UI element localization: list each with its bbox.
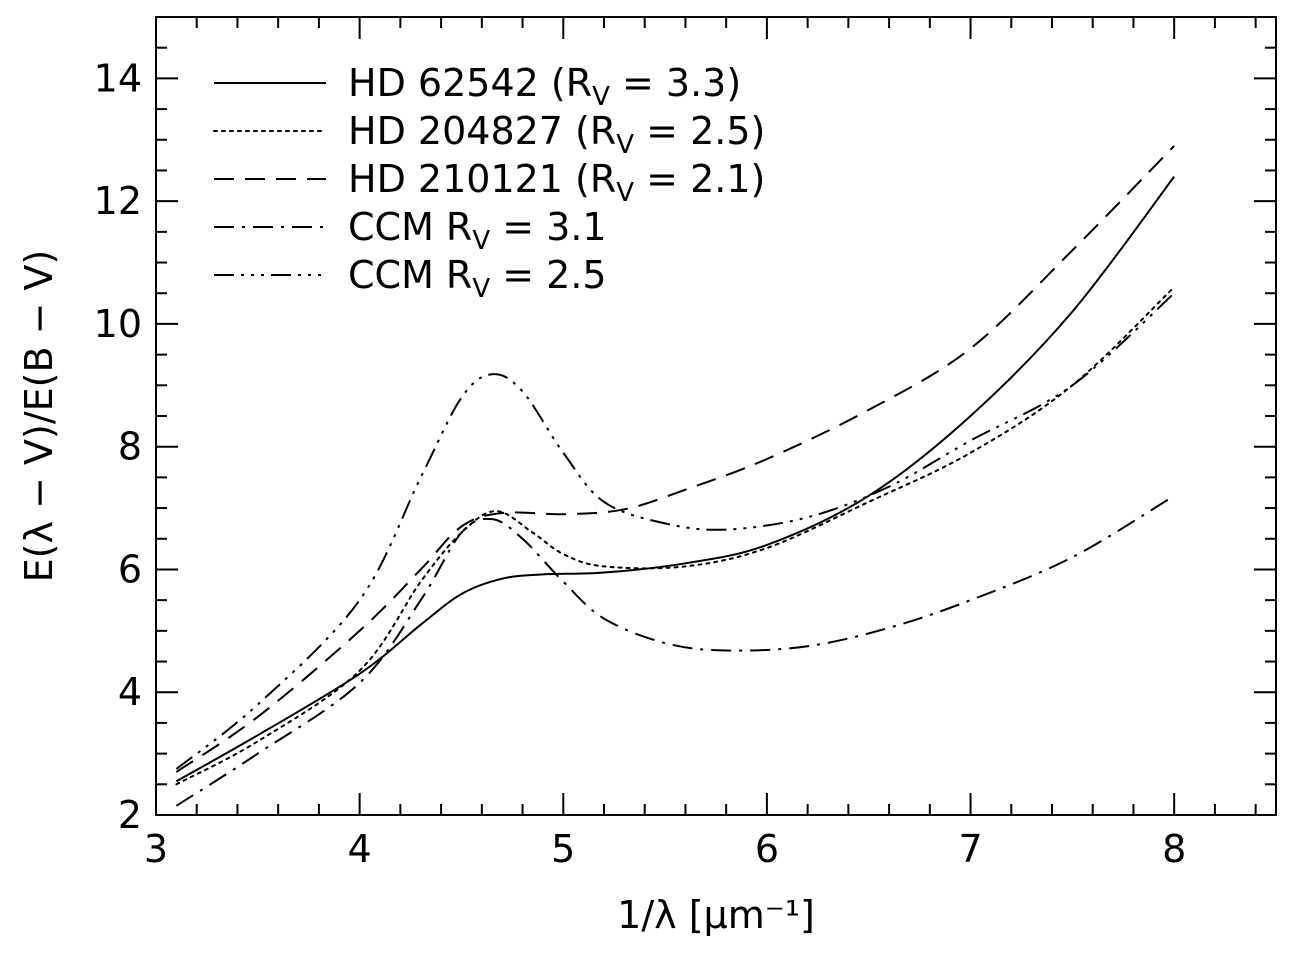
y-tick-label: 8: [118, 425, 142, 469]
y-tick-label: 6: [118, 547, 142, 591]
series-line-3: [175, 145, 1175, 773]
y-axis-label: E(λ − V)/E(B − V): [17, 250, 61, 583]
y-tick-label: 14: [94, 56, 142, 100]
legend-label-3: HD 210121 (RV = 2.1): [348, 157, 765, 208]
x-tick-label: 4: [348, 827, 372, 871]
series-lines: [175, 145, 1176, 807]
legend-label-4: CCM RV = 3.1: [348, 205, 607, 256]
series-line-1: [175, 175, 1175, 783]
legend-label-5: CCM RV = 2.5: [348, 253, 607, 304]
axes: 3 4 5 6 7 8 2 4 6 8 10 12 14: [94, 16, 1277, 871]
y-tick-label: 2: [118, 793, 142, 837]
legend-label-1: HD 62542 (RV = 3.3): [348, 61, 741, 112]
x-tick-label: 6: [755, 827, 779, 871]
x-tick-label: 8: [1162, 827, 1186, 871]
y-tick-label: 10: [94, 302, 142, 346]
legend: HD 62542 (RV = 3.3)HD 204827 (RV = 2.5)H…: [213, 61, 765, 304]
series-line-2: [175, 286, 1176, 786]
x-axis-label: 1/λ [μm⁻¹]: [617, 893, 815, 937]
series-line-4: [175, 494, 1175, 807]
x-tick-label: 3: [144, 827, 168, 871]
x-tick-label: 5: [551, 827, 575, 871]
x-tick-label: 7: [958, 827, 982, 871]
y-tick-label: 4: [118, 670, 142, 714]
y-tick-label: 12: [94, 179, 142, 223]
legend-label-2: HD 204827 (RV = 2.5): [348, 109, 765, 160]
series-line-5: [175, 292, 1175, 770]
